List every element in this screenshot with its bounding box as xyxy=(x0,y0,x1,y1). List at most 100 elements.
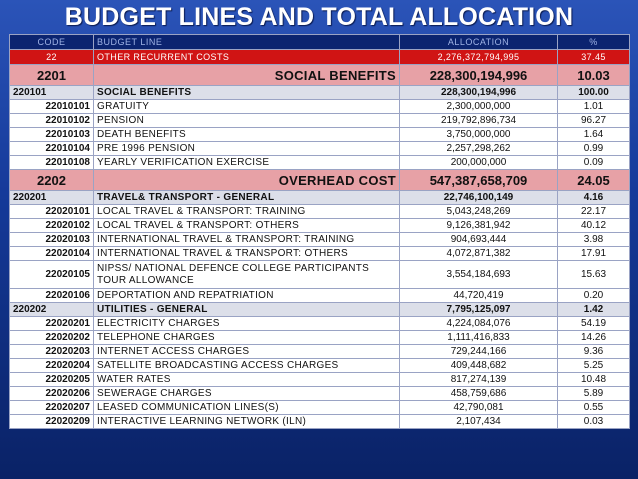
table-row: 22020106 DEPORTATION AND REPATRIATION 44,7… xyxy=(9,288,630,303)
cell-code: 220201 xyxy=(9,190,94,205)
cell-budget-line: INTERNET ACCESS CHARGES xyxy=(93,344,400,359)
subcategory-row: 220201 TRAVEL& TRANSPORT - GENERAL 22,746,… xyxy=(9,190,630,205)
table-row: 22020105 NIPSS/ NATIONAL DEFENCE COLLEGE … xyxy=(9,260,630,289)
cell-budget-line: UTILITIES - GENERAL xyxy=(93,302,400,317)
cell-allocation: 1,111,416,833 xyxy=(399,330,558,345)
table-row: 22010104 PRE 1996 PENSION 2,257,298,262 0.9… xyxy=(9,141,630,156)
header-allocation: ALLOCATION xyxy=(399,34,558,50)
cell-percent: 5.25 xyxy=(557,358,630,373)
cell-code: 22020106 xyxy=(9,288,94,303)
cell-allocation: 547,387,658,709 xyxy=(399,169,558,191)
cell-allocation: 219,792,896,734 xyxy=(399,113,558,128)
cell-allocation: 729,244,166 xyxy=(399,344,558,359)
cell-budget-line: TRAVEL& TRANSPORT - GENERAL xyxy=(93,190,400,205)
cell-budget-line: INTERNATIONAL TRAVEL & TRANSPORT: OTHERS xyxy=(93,246,400,261)
cell-code: 22020201 xyxy=(9,316,94,331)
table-row: 22020207 LEASED COMMUNICATION LINES(S) 42,… xyxy=(9,400,630,415)
cell-code: 22020207 xyxy=(9,400,94,415)
cell-allocation: 2,276,372,794,995 xyxy=(399,49,558,65)
cell-allocation: 904,693,444 xyxy=(399,232,558,247)
cell-percent: 17.91 xyxy=(557,246,630,261)
cell-code: 22020104 xyxy=(9,246,94,261)
cell-percent: 24.05 xyxy=(557,169,630,191)
cell-percent: 96.27 xyxy=(557,113,630,128)
table-row: 22010102 PENSION 219,792,896,734 96.27 xyxy=(9,113,630,128)
table-row: 22020204 SATELLITE BROADCASTING ACCESS CH… xyxy=(9,358,630,373)
cell-code: 22020204 xyxy=(9,358,94,373)
cell-allocation: 228,300,194,996 xyxy=(399,64,558,86)
cell-budget-line: GRATUITY xyxy=(93,99,400,114)
cell-code: 22020105 xyxy=(9,260,94,289)
table-row: 22020104 INTERNATIONAL TRAVEL & TRANSPORT… xyxy=(9,246,630,261)
cell-budget-line: LOCAL TRAVEL & TRANSPORT: TRAINING xyxy=(93,204,400,219)
cell-allocation: 22,746,100,149 xyxy=(399,190,558,205)
cell-code: 2202 xyxy=(9,169,94,191)
cell-code: 22020205 xyxy=(9,372,94,387)
cell-code: 22010108 xyxy=(9,155,94,170)
cell-code: 22020103 xyxy=(9,232,94,247)
cell-percent: 4.16 xyxy=(557,190,630,205)
subcategory-row: 220202 UTILITIES - GENERAL 7,795,125,097 1.… xyxy=(9,302,630,317)
cell-allocation: 4,224,084,076 xyxy=(399,316,558,331)
cell-budget-line: SOCIAL BENEFITS xyxy=(93,85,400,100)
cell-allocation: 4,072,871,382 xyxy=(399,246,558,261)
cell-code: 22020209 xyxy=(9,414,94,429)
cell-percent: 22.17 xyxy=(557,204,630,219)
cell-code: 220202 xyxy=(9,302,94,317)
cell-budget-line: NIPSS/ NATIONAL DEFENCE COLLEGE PARTICIP… xyxy=(93,260,400,289)
cell-budget-line: TELEPHONE CHARGES xyxy=(93,330,400,345)
cell-allocation: 458,759,686 xyxy=(399,386,558,401)
cell-code: 22 xyxy=(9,49,94,65)
cell-allocation: 409,448,682 xyxy=(399,358,558,373)
cell-code: 22020202 xyxy=(9,330,94,345)
cell-allocation: 44,720,419 xyxy=(399,288,558,303)
cell-budget-line: OVERHEAD COST xyxy=(93,169,400,191)
cell-percent: 0.99 xyxy=(557,141,630,156)
cell-budget-line: LEASED COMMUNICATION LINES(S) xyxy=(93,400,400,415)
budget-table: CODE BUDGET LINE ALLOCATION % 22 OTHER RE… xyxy=(9,34,630,429)
cell-percent: 9.36 xyxy=(557,344,630,359)
cell-budget-line: SATELLITE BROADCASTING ACCESS CHARGES xyxy=(93,358,400,373)
cell-budget-line: SOCIAL BENEFITS xyxy=(93,64,400,86)
cell-budget-line: DEATH BENEFITS xyxy=(93,127,400,142)
cell-allocation: 228,300,194,996 xyxy=(399,85,558,100)
table-row: 22020101 LOCAL TRAVEL & TRANSPORT: TRAINI… xyxy=(9,204,630,219)
cell-budget-line: LOCAL TRAVEL & TRANSPORT: OTHERS xyxy=(93,218,400,233)
subcategory-row: 220101 SOCIAL BENEFITS 228,300,194,996 100.… xyxy=(9,85,630,100)
cell-allocation: 42,790,081 xyxy=(399,400,558,415)
cell-allocation: 3,750,000,000 xyxy=(399,127,558,142)
cell-allocation: 2,257,298,262 xyxy=(399,141,558,156)
cell-allocation: 2,300,000,000 xyxy=(399,99,558,114)
cell-code: 22020101 xyxy=(9,204,94,219)
cell-budget-line: ELECTRICITY CHARGES xyxy=(93,316,400,331)
cell-budget-line: INTERNATIONAL TRAVEL & TRANSPORT: TRAINI… xyxy=(93,232,400,247)
cell-code: 22010101 xyxy=(9,99,94,114)
cell-code: 22020102 xyxy=(9,218,94,233)
cell-budget-line: PENSION xyxy=(93,113,400,128)
page-title: BUDGET LINES AND TOTAL ALLOCATION xyxy=(64,3,574,31)
cell-code: 22020206 xyxy=(9,386,94,401)
cell-budget-line: SEWERAGE CHARGES xyxy=(93,386,400,401)
cell-code: 220101 xyxy=(9,85,94,100)
cell-budget-line: OTHER RECURRENT COSTS xyxy=(93,49,400,65)
header-percent: % xyxy=(557,34,630,50)
cell-percent: 0.03 xyxy=(557,414,630,429)
table-row: 22020206 SEWERAGE CHARGES 458,759,686 5.89 xyxy=(9,386,630,401)
table-row: 22010103 DEATH BENEFITS 3,750,000,000 1.64 xyxy=(9,127,630,142)
category-row: 2202 OVERHEAD COST 547,387,658,709 24.05 xyxy=(9,169,630,191)
cell-percent: 0.55 xyxy=(557,400,630,415)
table-row: 22020103 INTERNATIONAL TRAVEL & TRANSPORT… xyxy=(9,232,630,247)
cell-budget-line: INTERACTIVE LEARNING NETWORK (ILN) xyxy=(93,414,400,429)
cell-allocation: 9,126,381,942 xyxy=(399,218,558,233)
cell-percent: 1.64 xyxy=(557,127,630,142)
cell-allocation: 2,107,434 xyxy=(399,414,558,429)
table-row: 22020205 WATER RATES 817,274,139 10.48 xyxy=(9,372,630,387)
cell-code: 22010103 xyxy=(9,127,94,142)
table-row: 22020102 LOCAL TRAVEL & TRANSPORT: OTHERS… xyxy=(9,218,630,233)
cell-code: 22020203 xyxy=(9,344,94,359)
cell-percent: 0.09 xyxy=(557,155,630,170)
cell-percent: 1.42 xyxy=(557,302,630,317)
table-row: 22020203 INTERNET ACCESS CHARGES 729,244,1… xyxy=(9,344,630,359)
cell-allocation: 5,043,248,269 xyxy=(399,204,558,219)
cell-allocation: 200,000,000 xyxy=(399,155,558,170)
